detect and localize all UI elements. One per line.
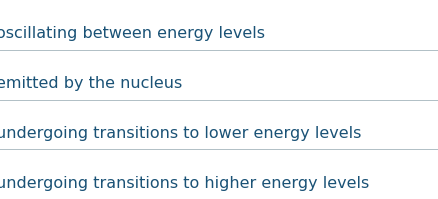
Text: undergoing transitions to lower energy levels: undergoing transitions to lower energy l…: [0, 126, 361, 141]
Text: emitted by the nucleus: emitted by the nucleus: [0, 76, 182, 91]
Text: undergoing transitions to higher energy levels: undergoing transitions to higher energy …: [0, 176, 369, 191]
Text: oscillating between energy levels: oscillating between energy levels: [0, 26, 265, 41]
